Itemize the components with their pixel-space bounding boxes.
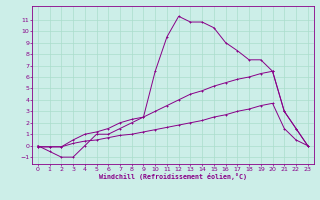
X-axis label: Windchill (Refroidissement éolien,°C): Windchill (Refroidissement éolien,°C) xyxy=(99,173,247,180)
